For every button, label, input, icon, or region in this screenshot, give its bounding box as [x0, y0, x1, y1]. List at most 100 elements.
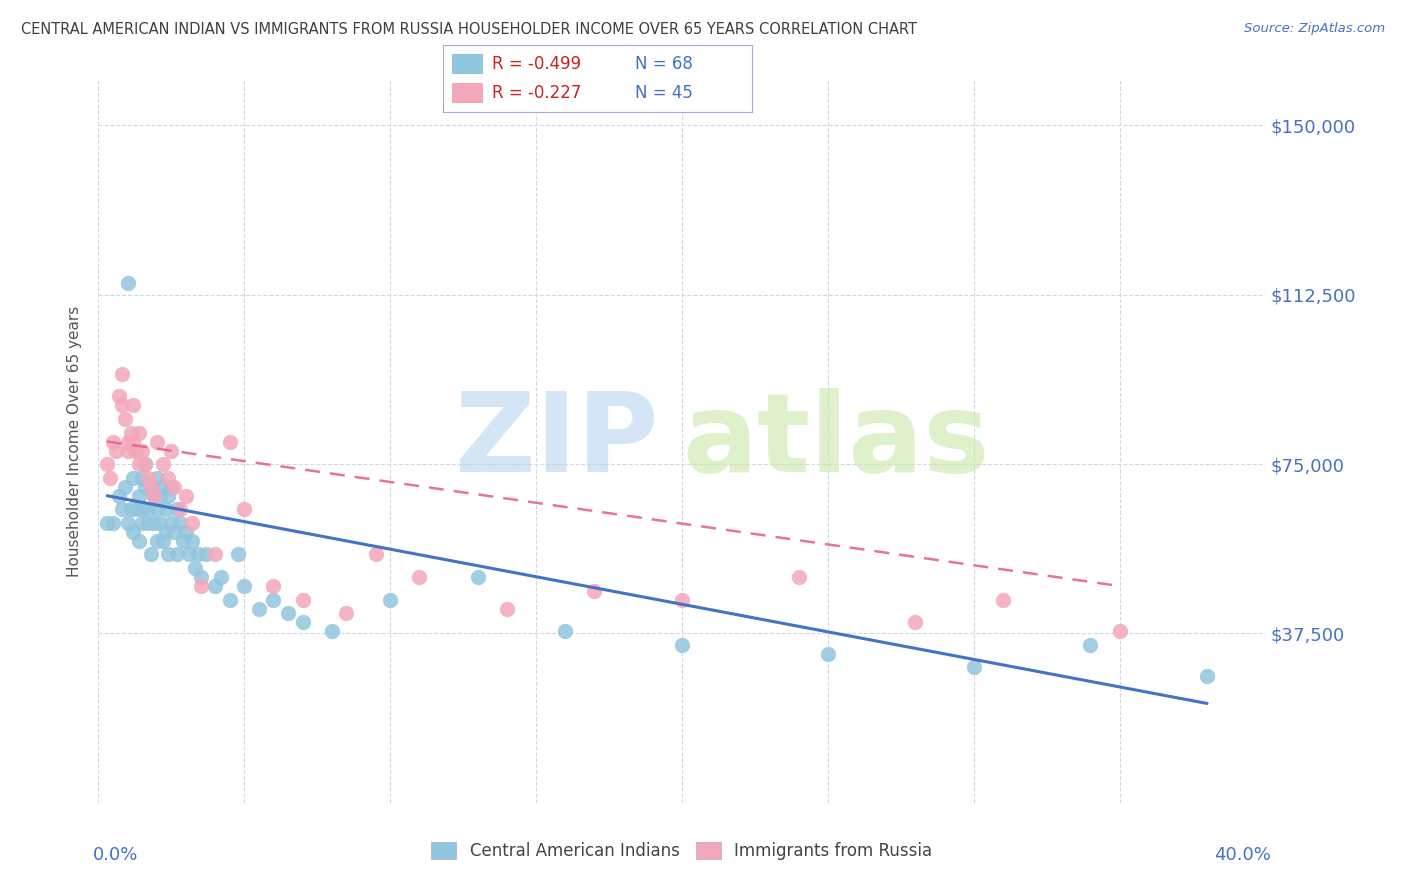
Point — [96, 516, 118, 530]
Point — [136, 502, 159, 516]
Point — [160, 516, 183, 530]
Point — [247, 601, 270, 615]
Point — [122, 434, 145, 449]
Point — [125, 443, 148, 458]
Point — [134, 480, 156, 494]
Point — [139, 480, 162, 494]
Point — [1108, 624, 1130, 639]
Point — [104, 443, 127, 458]
Point — [190, 579, 212, 593]
Point — [155, 524, 177, 539]
Point — [190, 570, 212, 584]
Point — [277, 606, 299, 620]
Point — [125, 443, 148, 458]
Text: R = -0.227: R = -0.227 — [492, 85, 582, 103]
Point — [142, 489, 165, 503]
Point — [163, 480, 186, 494]
Point — [262, 579, 284, 593]
Point — [108, 389, 131, 403]
Point — [128, 489, 150, 503]
Text: CENTRAL AMERICAN INDIAN VS IMMIGRANTS FROM RUSSIA HOUSEHOLDER INCOME OVER 65 YEA: CENTRAL AMERICAN INDIAN VS IMMIGRANTS FR… — [21, 22, 917, 37]
Point — [1080, 638, 1102, 652]
Point — [139, 548, 162, 562]
Point — [380, 592, 402, 607]
Point — [128, 425, 150, 440]
Point — [146, 502, 169, 516]
Text: N = 45: N = 45 — [634, 85, 693, 103]
Point — [233, 502, 256, 516]
Point — [177, 548, 200, 562]
Point — [146, 434, 169, 449]
Point — [204, 548, 226, 562]
Point — [160, 480, 183, 494]
Point — [146, 533, 169, 548]
Point — [120, 502, 142, 516]
Point — [111, 502, 134, 516]
Point — [157, 489, 180, 503]
Point — [128, 457, 150, 471]
Point — [204, 579, 226, 593]
Y-axis label: Householder Income Over 65 years: Householder Income Over 65 years — [67, 306, 83, 577]
Point — [142, 516, 165, 530]
Point — [108, 489, 131, 503]
Point — [1195, 669, 1218, 683]
Legend: Central American Indians, Immigrants from Russia: Central American Indians, Immigrants fro… — [425, 835, 939, 867]
Text: Source: ZipAtlas.com: Source: ZipAtlas.com — [1244, 22, 1385, 36]
Point — [146, 470, 169, 484]
Text: atlas: atlas — [682, 388, 990, 495]
Point — [157, 470, 180, 484]
Point — [114, 412, 136, 426]
Point — [157, 548, 180, 562]
Point — [671, 592, 693, 607]
Point — [174, 489, 197, 503]
Point — [160, 443, 183, 458]
Point — [152, 533, 174, 548]
Text: 0.0%: 0.0% — [93, 847, 138, 864]
Point — [101, 516, 124, 530]
Point — [149, 489, 172, 503]
Point — [125, 502, 148, 516]
Point — [111, 398, 134, 412]
Point — [122, 524, 145, 539]
Point — [166, 502, 188, 516]
Point — [117, 277, 139, 291]
Bar — [453, 84, 484, 103]
Point — [101, 434, 124, 449]
Point — [163, 524, 186, 539]
Point — [233, 579, 256, 593]
Point — [142, 489, 165, 503]
Point — [98, 470, 121, 484]
Point — [817, 647, 839, 661]
Point — [195, 548, 218, 562]
Point — [139, 480, 162, 494]
Point — [131, 470, 153, 484]
Point — [166, 548, 188, 562]
Point — [671, 638, 693, 652]
Point — [114, 480, 136, 494]
Point — [117, 443, 139, 458]
Point — [209, 570, 232, 584]
Point — [136, 470, 159, 484]
Point — [180, 516, 202, 530]
Point — [218, 592, 240, 607]
Point — [467, 570, 489, 584]
Point — [991, 592, 1014, 607]
Point — [174, 524, 197, 539]
Point — [364, 548, 387, 562]
Point — [122, 398, 145, 412]
Point — [180, 533, 202, 548]
Point — [172, 533, 194, 548]
Point — [291, 615, 314, 630]
Point — [155, 502, 177, 516]
Point — [131, 516, 153, 530]
Point — [962, 660, 984, 674]
Point — [131, 443, 153, 458]
Point — [134, 457, 156, 471]
Point — [136, 516, 159, 530]
Point — [291, 592, 314, 607]
Bar — [453, 54, 484, 74]
Point — [218, 434, 240, 449]
Point — [117, 516, 139, 530]
Point — [262, 592, 284, 607]
Point — [183, 561, 205, 575]
